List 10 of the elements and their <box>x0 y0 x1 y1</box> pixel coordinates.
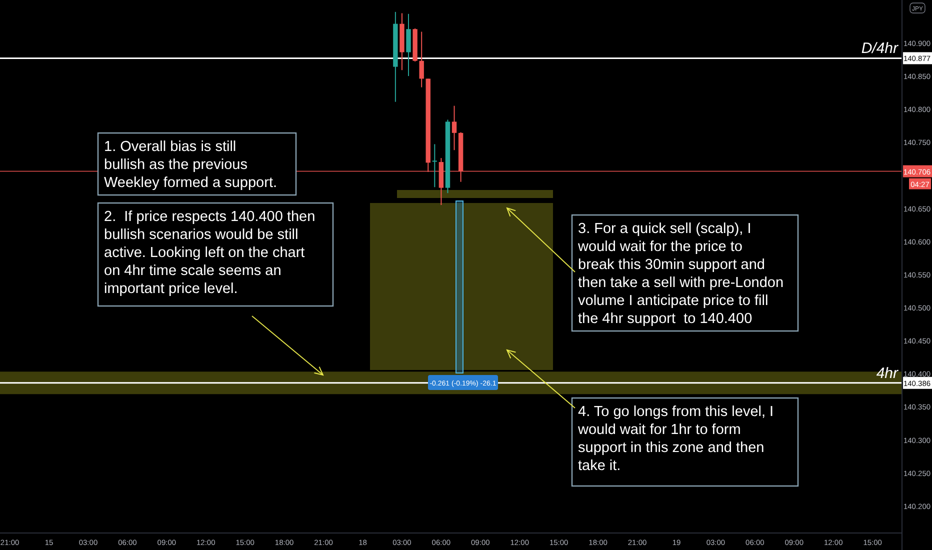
candlestick <box>419 31 424 88</box>
candlestick <box>406 13 411 77</box>
annotation: 2. If price respects 140.400 then bullish scenarios would be still active. Looking left on the chart on 4hr time scale seems an important price level. <box>104 209 316 297</box>
annotation: 4. To go longs from this level, I would wait for 1hr to form support in this zone and then take it. <box>577 404 774 474</box>
annotation: D/4hr <box>861 40 899 58</box>
annotation: 1. Overall bias is still bullish as the previous Weekley formed a support. <box>104 139 278 191</box>
annotation: 4hr <box>876 364 899 382</box>
candlestick <box>452 105 457 151</box>
annotation: 3. For a quick sell (scalp), I would wait for the price to break this 30min support and then take a sell with pre-London volume I anticipate price to fill the 4hr support to 140.400 <box>577 221 784 327</box>
candlestick <box>432 144 438 188</box>
